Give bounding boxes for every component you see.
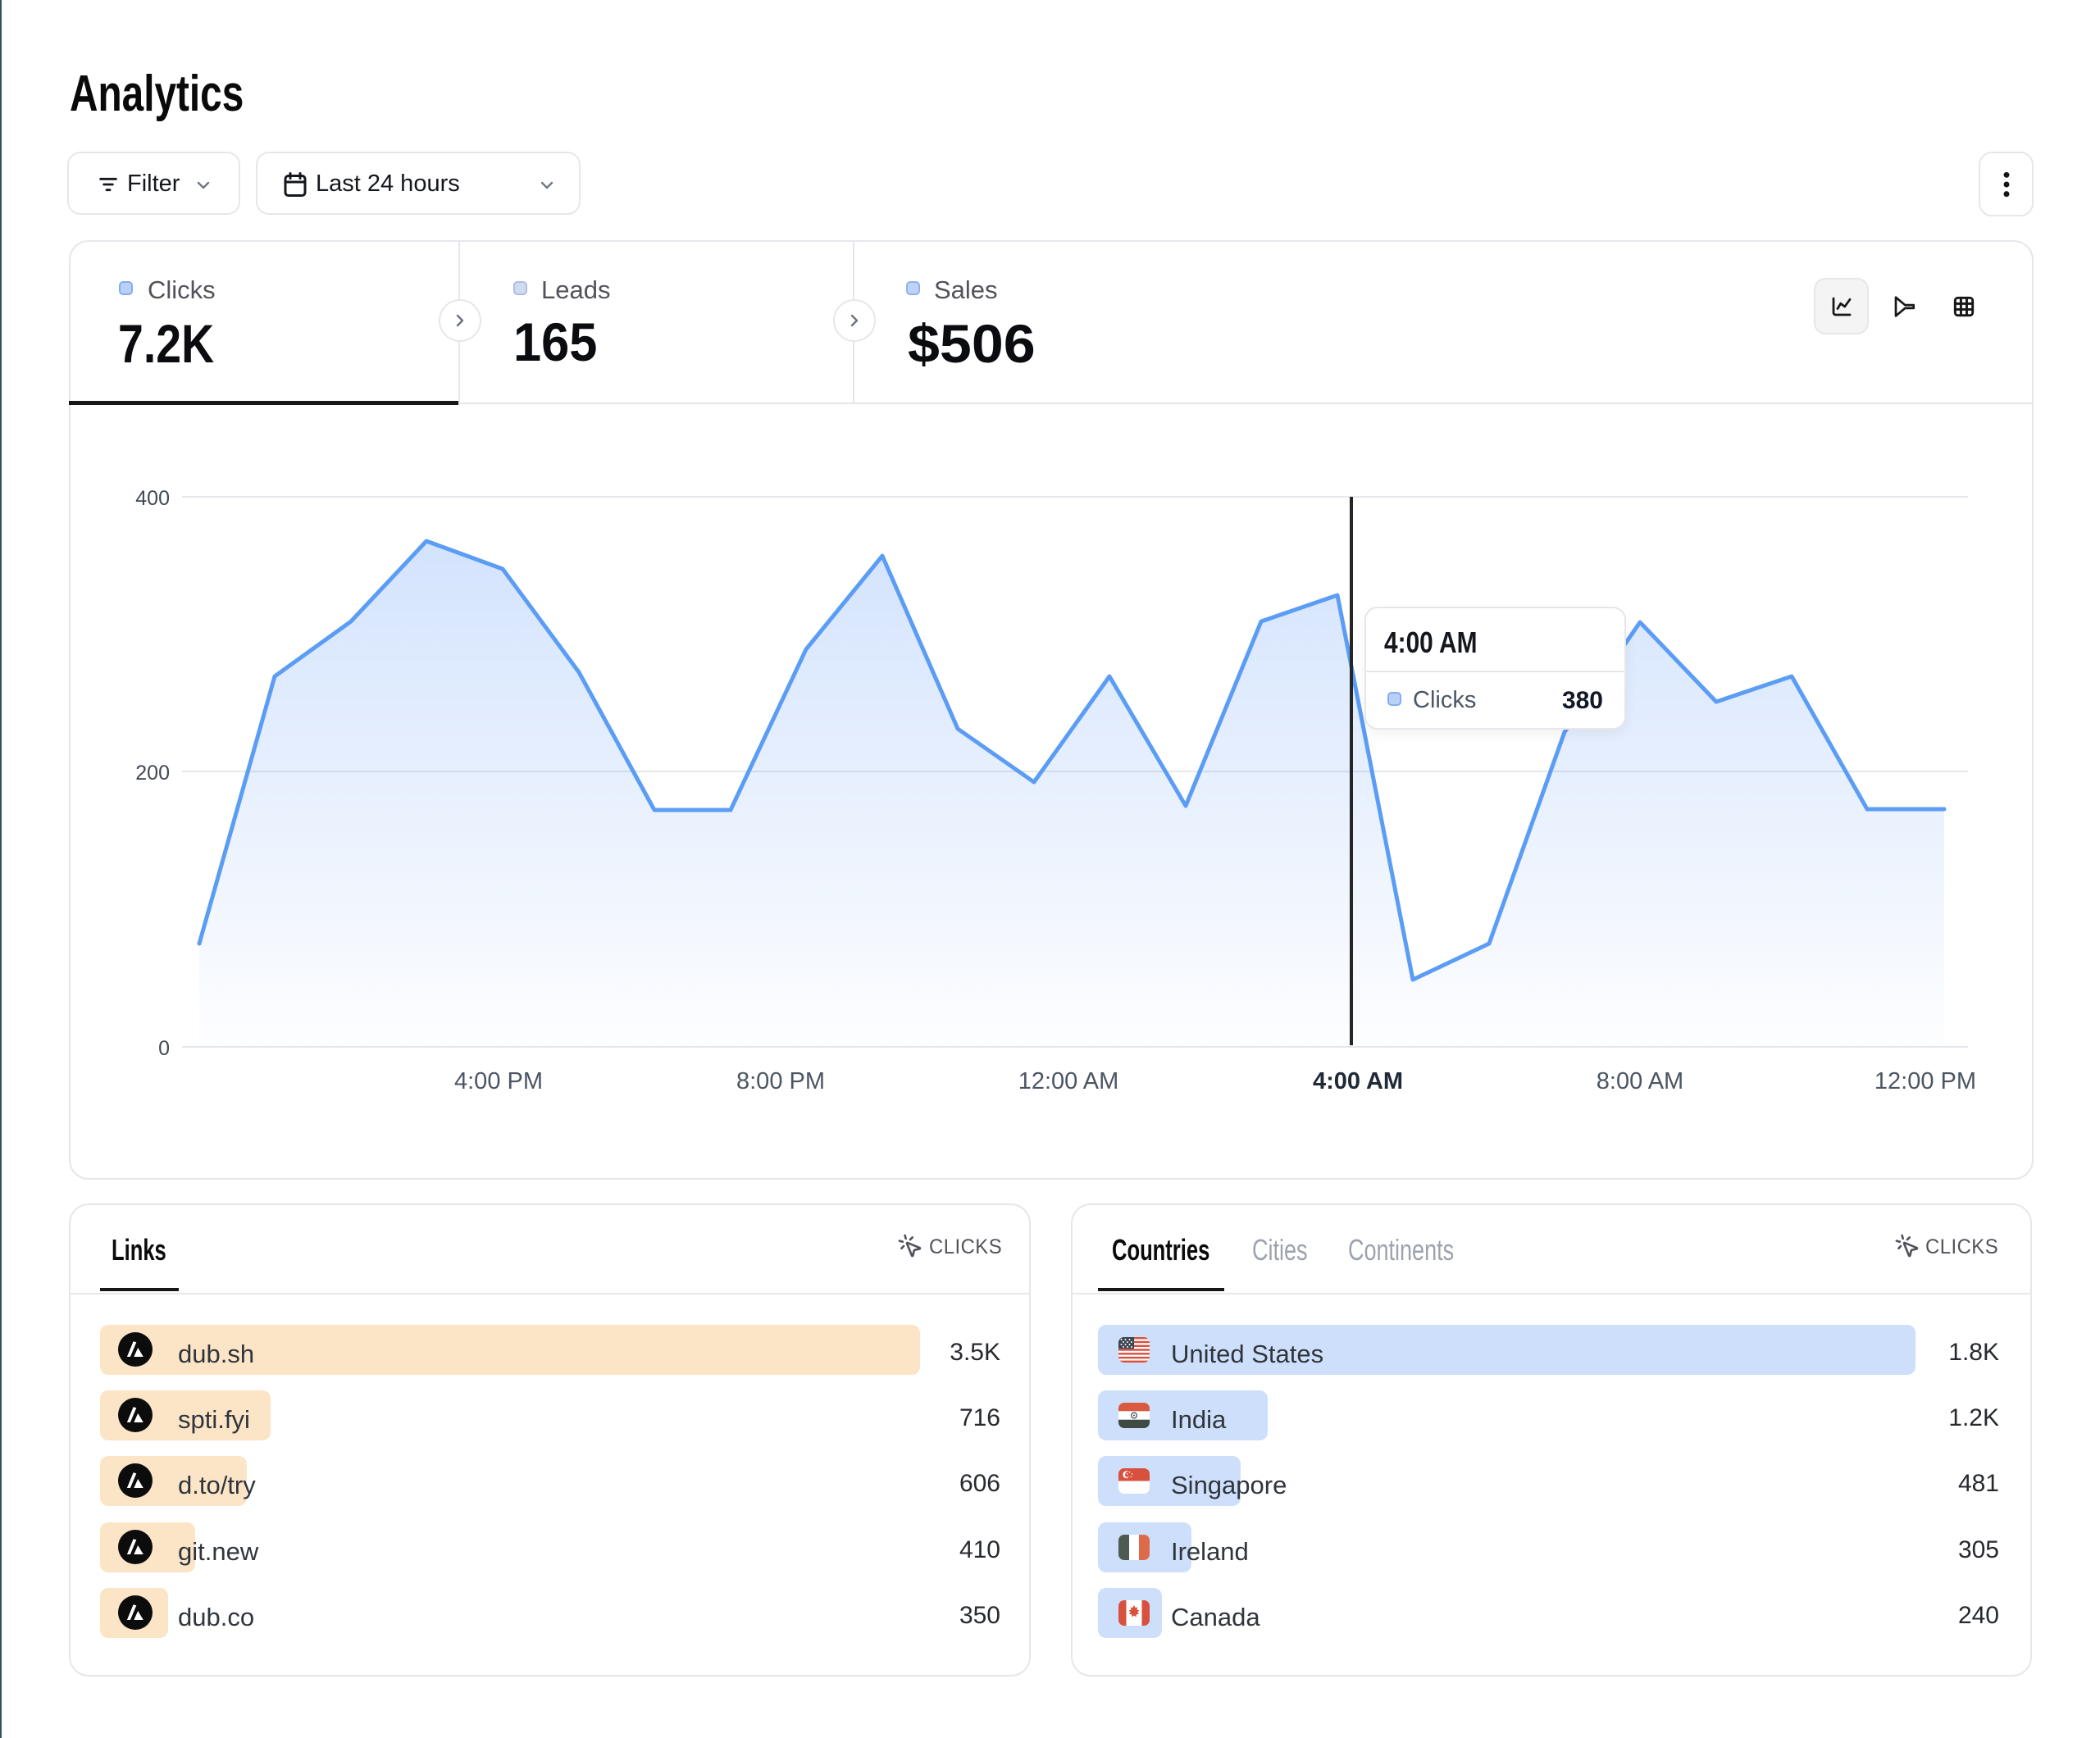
svg-text:8:00 AM: 8:00 AM bbox=[1597, 1068, 1683, 1094]
svg-text:4:00 AM: 4:00 AM bbox=[1313, 1068, 1403, 1094]
svg-text:0: 0 bbox=[158, 1037, 170, 1060]
svg-text:4:00 PM: 4:00 PM bbox=[454, 1068, 543, 1094]
svg-text:400: 400 bbox=[135, 487, 170, 510]
svg-text:200: 200 bbox=[135, 762, 170, 785]
svg-text:12:00 AM: 12:00 AM bbox=[1018, 1068, 1119, 1094]
svg-text:12:00 PM: 12:00 PM bbox=[1875, 1068, 1976, 1094]
svg-text:8:00 PM: 8:00 PM bbox=[736, 1068, 825, 1094]
